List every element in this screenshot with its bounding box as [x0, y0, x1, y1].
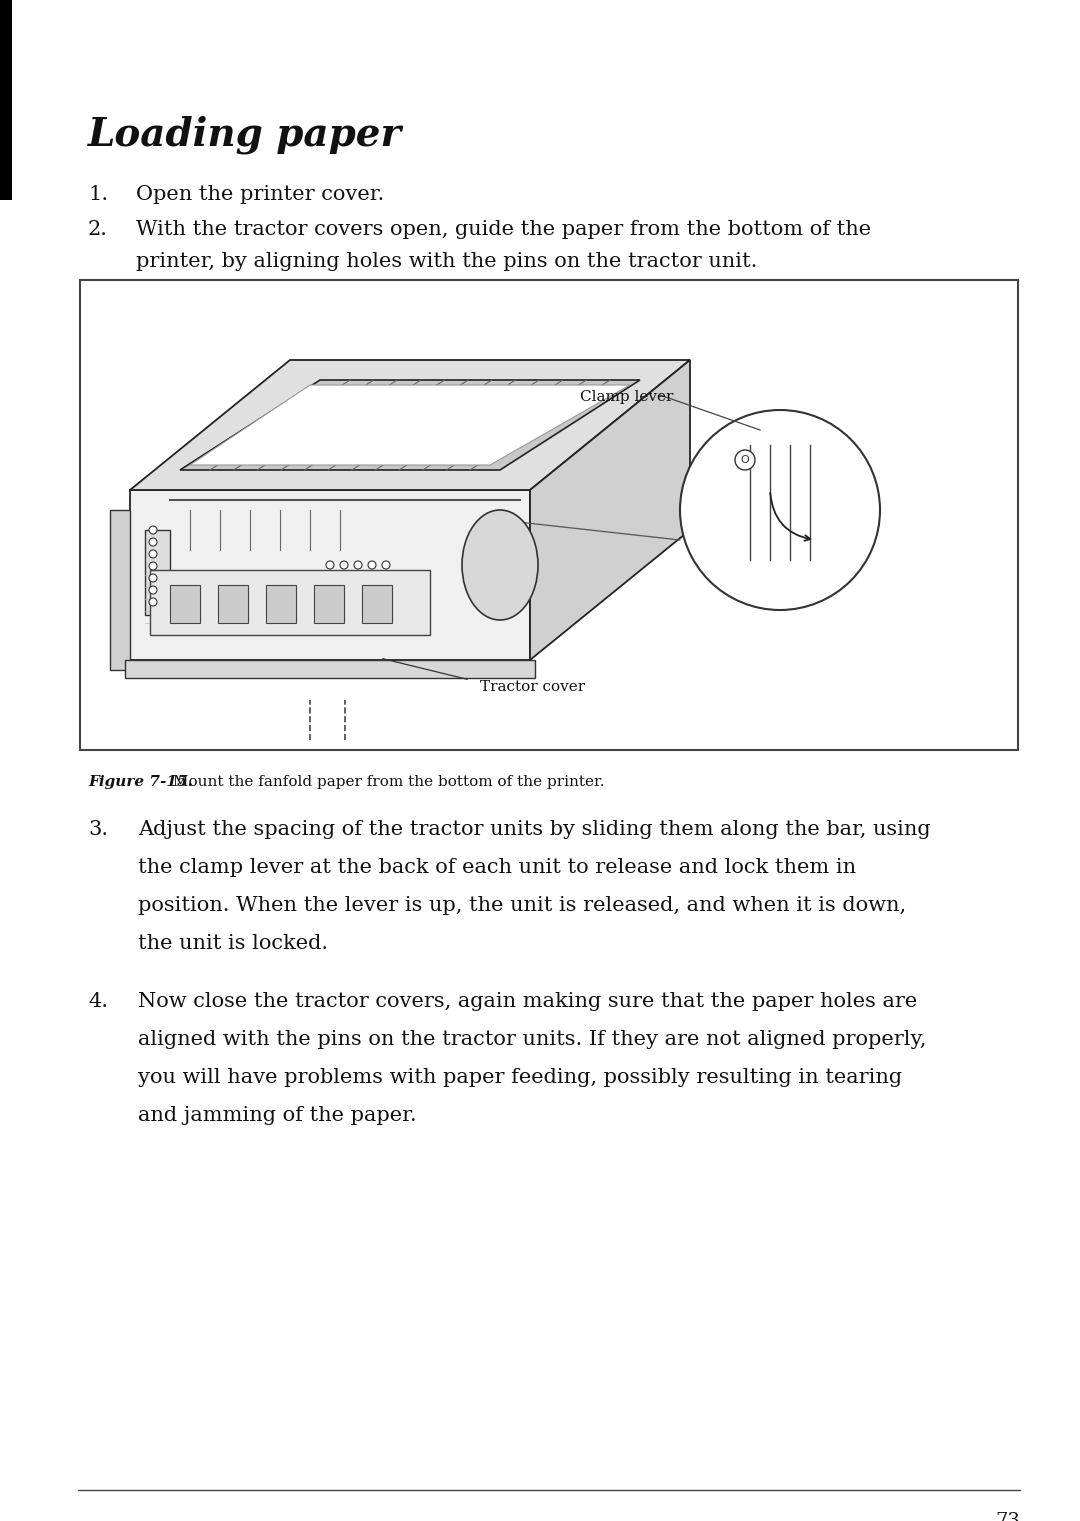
- Text: 2.: 2.: [87, 221, 108, 239]
- Polygon shape: [362, 586, 392, 624]
- Polygon shape: [125, 660, 535, 678]
- Text: and jamming of the paper.: and jamming of the paper.: [138, 1106, 417, 1126]
- Polygon shape: [110, 510, 130, 669]
- Text: Clamp lever: Clamp lever: [580, 389, 673, 405]
- Polygon shape: [190, 385, 630, 465]
- Polygon shape: [170, 586, 200, 624]
- Polygon shape: [266, 586, 296, 624]
- Polygon shape: [130, 360, 690, 490]
- Text: With the tractor covers open, guide the paper from the bottom of the: With the tractor covers open, guide the …: [136, 221, 872, 239]
- Circle shape: [149, 538, 157, 546]
- Circle shape: [368, 561, 376, 569]
- Text: 73: 73: [995, 1512, 1020, 1521]
- Ellipse shape: [462, 510, 538, 621]
- Text: printer, by aligning holes with the pins on the tractor unit.: printer, by aligning holes with the pins…: [136, 252, 757, 271]
- Circle shape: [735, 450, 755, 470]
- Text: Mount the fanfold paper from the bottom of the printer.: Mount the fanfold paper from the bottom …: [168, 776, 605, 789]
- Circle shape: [149, 551, 157, 558]
- Polygon shape: [145, 529, 170, 614]
- Polygon shape: [180, 380, 640, 470]
- Text: 1.: 1.: [87, 186, 108, 204]
- Text: position. When the lever is up, the unit is released, and when it is down,: position. When the lever is up, the unit…: [138, 896, 906, 916]
- Text: aligned with the pins on the tractor units. If they are not aligned properly,: aligned with the pins on the tractor uni…: [138, 1030, 927, 1049]
- Circle shape: [354, 561, 362, 569]
- Text: Tractor cover: Tractor cover: [480, 680, 585, 694]
- Text: 3.: 3.: [87, 820, 108, 840]
- Text: Open the printer cover.: Open the printer cover.: [136, 186, 384, 204]
- Polygon shape: [530, 360, 690, 660]
- Polygon shape: [218, 586, 248, 624]
- Text: Now close the tractor covers, again making sure that the paper holes are: Now close the tractor covers, again maki…: [138, 992, 917, 1011]
- Text: Figure 7-15.: Figure 7-15.: [87, 776, 193, 789]
- Polygon shape: [130, 490, 530, 660]
- Bar: [0, 0, 12, 199]
- Text: Adjust the spacing of the tractor units by sliding them along the bar, using: Adjust the spacing of the tractor units …: [138, 820, 931, 840]
- Bar: [80, 280, 1018, 750]
- Circle shape: [326, 561, 334, 569]
- Circle shape: [680, 411, 880, 610]
- Circle shape: [149, 598, 157, 605]
- Polygon shape: [150, 570, 430, 634]
- Polygon shape: [314, 586, 345, 624]
- Text: 4.: 4.: [87, 992, 108, 1011]
- Text: Loading paper: Loading paper: [87, 116, 402, 154]
- Text: the clamp lever at the back of each unit to release and lock them in: the clamp lever at the back of each unit…: [138, 858, 856, 878]
- Circle shape: [149, 526, 157, 534]
- Text: you will have problems with paper feeding, possibly resulting in tearing: you will have problems with paper feedin…: [138, 1068, 902, 1088]
- Circle shape: [149, 573, 157, 583]
- Circle shape: [149, 586, 157, 595]
- Text: the unit is locked.: the unit is locked.: [138, 934, 328, 954]
- Circle shape: [340, 561, 348, 569]
- Circle shape: [382, 561, 390, 569]
- Circle shape: [149, 561, 157, 570]
- Text: O: O: [741, 455, 750, 465]
